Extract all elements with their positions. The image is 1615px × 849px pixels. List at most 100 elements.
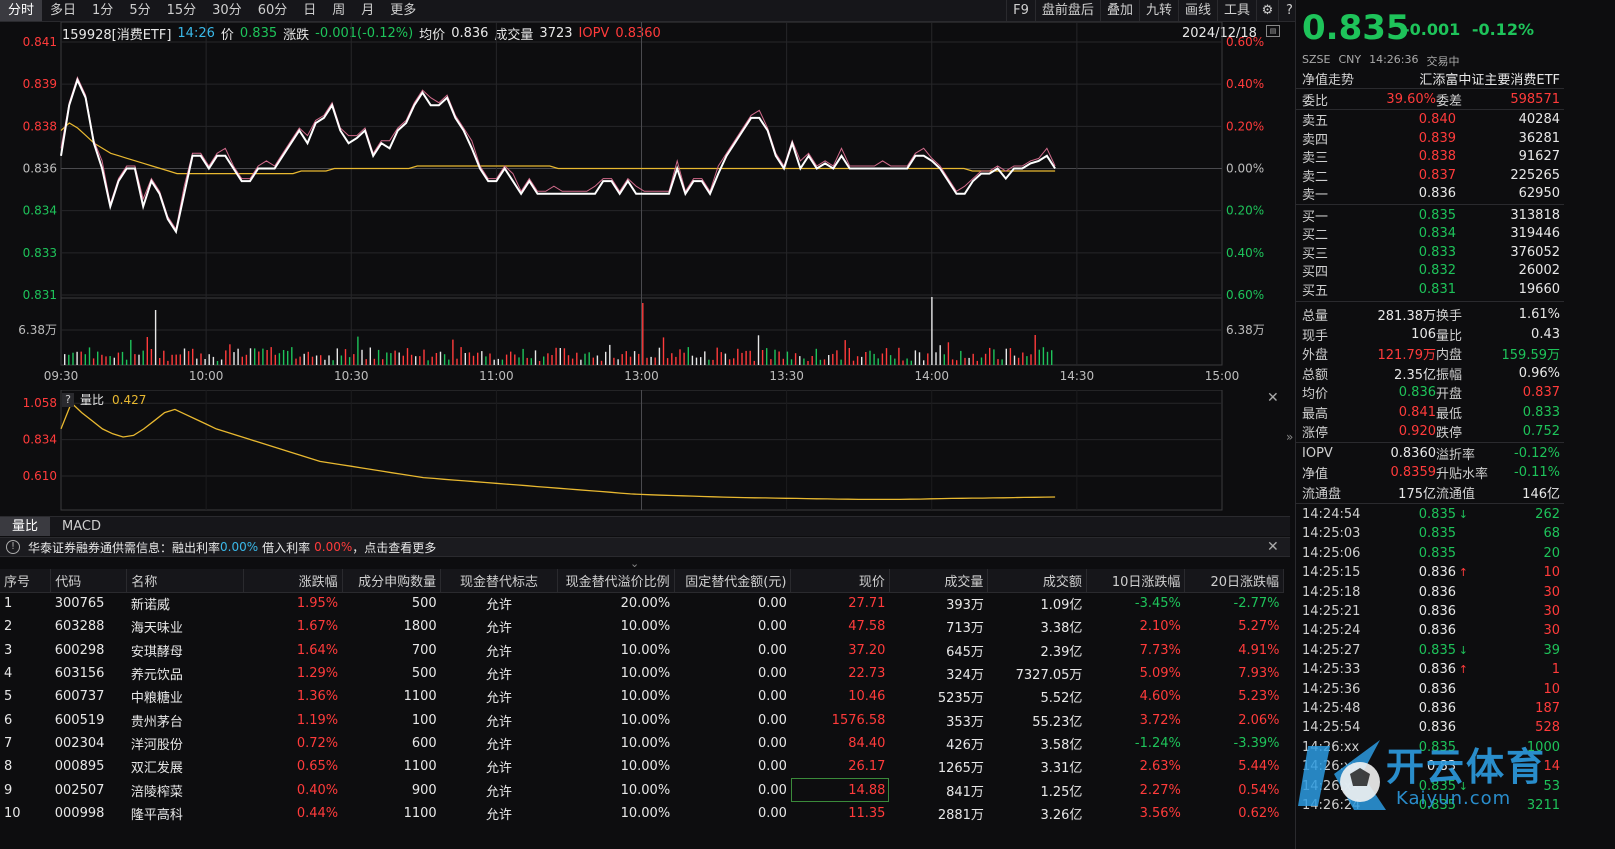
toolbar-action-1[interactable]: 盘前盘后 [1034, 0, 1100, 22]
export-icon[interactable]: ▤ [1266, 25, 1280, 37]
period-tab-6[interactable]: 60分 [257, 3, 288, 18]
table-row[interactable]: 5 600737 中粮糖业 1.36% 1100 允许 10.00% 0.00 10.46 523… [0, 685, 1284, 708]
column-header[interactable]: 现金替代标志 [440, 569, 558, 593]
volume-bar [291, 347, 293, 365]
table-row[interactable]: 3 600298 安琪酵母 1.64% 700 允许 10.00% 0.00 37.20 645万… [0, 639, 1284, 662]
ask-level: 卖一 0.836 62950 [1296, 184, 1564, 203]
column-header[interactable]: 现价 [790, 569, 890, 593]
column-header[interactable]: 成分申购数量 [342, 569, 442, 593]
table-row[interactable]: 2 603288 海天味业 1.67% 1800 允许 10.00% 0.00 47.58 713… [0, 615, 1284, 638]
toolbar-action-2[interactable]: 叠加 [1099, 0, 1139, 22]
tick-time: 14:25:15 [1302, 565, 1361, 581]
table-cell: 2.10% [1139, 619, 1181, 635]
tick-volume: 10 [1543, 565, 1560, 581]
column-header[interactable]: 现金替代溢价比例 [557, 569, 675, 593]
column-header[interactable]: 名称 [126, 569, 245, 593]
table-row[interactable]: 9 002507 涪陵榨菜 0.40% 900 允许 10.00% 0.00 14.88 841万… [0, 778, 1284, 802]
volume-tick-right: 6.38万 [1226, 323, 1265, 337]
period-tab-0[interactable]: 分时 [0, 0, 43, 21]
bid-price[interactable]: 0.832 [1418, 263, 1456, 278]
table-cell: 涪陵榨菜 [130, 784, 183, 800]
table-row[interactable]: 1 300765 新诺威 1.95% 500 允许 20.00% 0.00 27.71 393万 1… [0, 592, 1284, 615]
help-icon[interactable]: ? [1278, 0, 1300, 22]
volume-bar [262, 348, 264, 365]
column-header[interactable]: 20日涨跌幅 [1184, 569, 1284, 593]
settings-icon[interactable]: ⚙ [1256, 0, 1278, 22]
toolbar-action-0[interactable]: F9 [1006, 0, 1035, 22]
bid-price[interactable]: 0.833 [1418, 244, 1456, 260]
bid-volume: 319446 [1510, 226, 1560, 241]
volume-bar [968, 357, 970, 365]
stat-row: 总额 2.35亿 振幅 0.96% [1296, 364, 1564, 383]
security-code[interactable]: 159928[消费ETF] [62, 27, 172, 43]
volume-bar [332, 360, 334, 365]
volume-bar [889, 355, 892, 365]
volume-bar [97, 351, 99, 365]
period-tab-2[interactable]: 1分 [92, 3, 114, 18]
bid-price[interactable]: 0.834 [1418, 226, 1456, 241]
period-tab-1[interactable]: 多日 [50, 3, 77, 18]
table-cell: 324万 [946, 668, 984, 684]
volume-ratio-chart[interactable]: 1.058 0.834 0.610 [0, 390, 1290, 515]
collapse-handle-icon[interactable]: ⌄ [630, 557, 640, 570]
bid-price[interactable]: 0.835 [1418, 207, 1456, 223]
period-tab-8[interactable]: 周 [332, 3, 346, 18]
table-cell: 7.93% [1238, 666, 1280, 682]
help-icon[interactable]: ? [62, 392, 74, 407]
ask-price[interactable]: 0.839 [1418, 130, 1456, 146]
intraday-price-chart[interactable]: 0.841 0.60% 0.839 0.40% 0.838 0.20% 0.836 0.00%… [0, 22, 1290, 387]
toolbar-action-4[interactable]: 画线 [1177, 0, 1217, 22]
close-indicator-icon[interactable]: ✕ [1267, 390, 1279, 406]
table-cell: 84.40 [848, 735, 886, 751]
ask-price[interactable]: 0.837 [1418, 167, 1456, 183]
table-row[interactable]: 4 603156 养元饮品 1.29% 500 允许 10.00% 0.00 22.73 324万… [0, 662, 1284, 685]
column-header[interactable]: 代码 [50, 569, 128, 593]
volume-bar [505, 354, 508, 365]
borrow-rate: 0.00% [314, 540, 353, 554]
toolbar-action-3[interactable]: 九转 [1138, 0, 1178, 22]
volume-bar [196, 358, 198, 365]
period-tab-7[interactable]: 日 [303, 3, 317, 18]
volume-bar [187, 351, 190, 365]
volume-bar [923, 360, 925, 365]
column-header[interactable]: 序号 [0, 569, 52, 593]
tab-macd[interactable]: MACD [62, 519, 101, 534]
margin-notice-bar[interactable]: ! 华泰证券融券通供需信息：融出利率 0.00% 借入利率 0.00% ，点击查… [0, 537, 1290, 557]
table-cell: 2.06% [1238, 712, 1280, 728]
nav-row[interactable]: 净值走势 汇添富中证主要消费ETF [1296, 69, 1564, 88]
ask-price[interactable]: 0.838 [1418, 149, 1456, 164]
column-header[interactable]: 涨跌幅 [243, 569, 343, 593]
bid-price[interactable]: 0.831 [1418, 281, 1456, 297]
period-tab-3[interactable]: 5分 [129, 3, 151, 18]
notice-text-3[interactable]: ，点击查看更多 [352, 540, 437, 555]
column-header[interactable]: 10日涨跌幅 [1086, 569, 1186, 593]
table-row[interactable]: 7 002304 洋河股份 0.72% 600 允许 10.00% 0.00 84.40 426万… [0, 732, 1284, 755]
table-row[interactable]: 6 600519 贵州茅台 1.19% 100 允许 10.00% 0.00 1576.58 35… [0, 708, 1284, 731]
tick-price: 0.835 [1418, 545, 1456, 561]
column-header[interactable]: 成交量 [889, 569, 989, 593]
period-tab-10[interactable]: 更多 [390, 3, 417, 18]
period-tab-9[interactable]: 月 [361, 3, 375, 18]
collapse-panel-icon[interactable]: » [1286, 430, 1294, 444]
stat-value: 106 [1411, 326, 1436, 342]
table-row[interactable]: 8 000895 双汇发展 0.65% 1100 允许 10.00% 0.00 26.17 126… [0, 755, 1284, 778]
column-header[interactable]: 成交额 [987, 569, 1087, 593]
indicator-value: 0.427 [112, 392, 147, 407]
bid-level: 买三 0.833 376052 [1296, 243, 1564, 262]
price-change: -0.001 -0.12% [1403, 20, 1534, 39]
table-cell: 0.62% [1238, 805, 1280, 821]
column-header[interactable]: 固定替代金额(元) [674, 569, 792, 593]
nav-trend-link[interactable]: 净值走势 [1302, 73, 1355, 88]
table-row[interactable]: 10 000998 隆平高科 0.44% 1100 允许 10.00% 0.00 11.35 28… [0, 802, 1284, 825]
period-tab-5[interactable]: 30分 [212, 3, 242, 18]
close-notice-icon[interactable]: ✕ [1267, 539, 1279, 555]
period-tab-4[interactable]: 15分 [166, 3, 197, 18]
volume-bar [233, 352, 235, 365]
volume-bar [121, 351, 124, 365]
toolbar-action-5[interactable]: 工具 [1216, 0, 1256, 22]
ask-price[interactable]: 0.840 [1418, 112, 1456, 127]
tab-volume-ratio[interactable]: 量比 [0, 517, 51, 536]
ask-price[interactable]: 0.836 [1418, 186, 1456, 201]
volume-bar [497, 358, 499, 365]
volume-bar [621, 354, 623, 365]
